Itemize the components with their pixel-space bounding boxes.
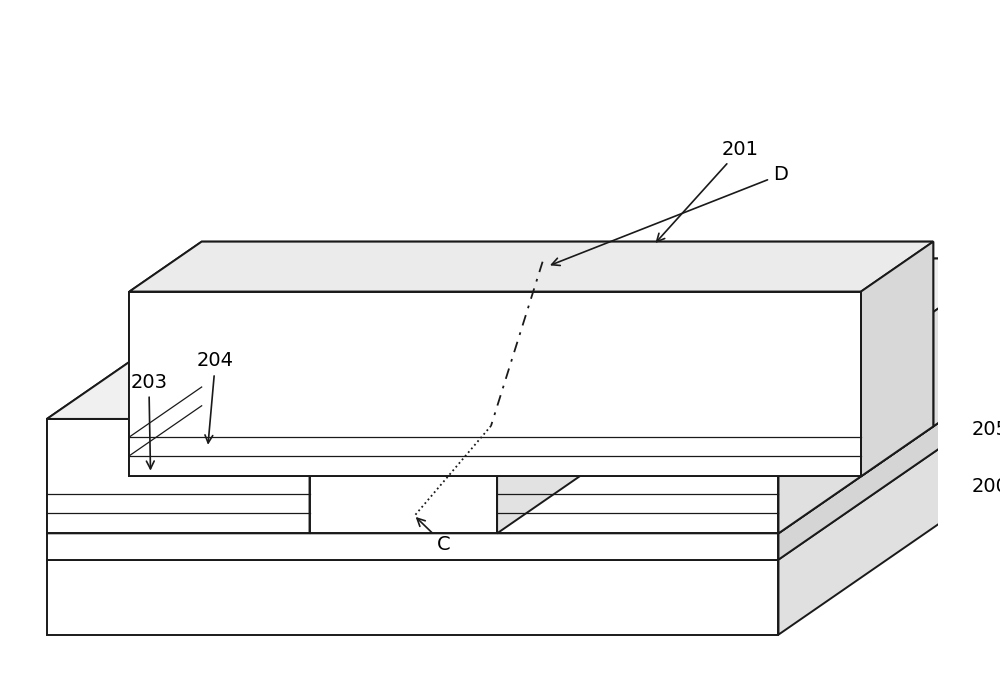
Polygon shape [861, 241, 933, 476]
Polygon shape [652, 259, 729, 426]
Polygon shape [310, 362, 580, 419]
Polygon shape [47, 259, 542, 419]
Polygon shape [47, 560, 778, 635]
Polygon shape [497, 362, 861, 419]
Polygon shape [202, 259, 542, 312]
Polygon shape [652, 259, 1000, 312]
Polygon shape [778, 399, 1000, 635]
Text: 205: 205 [0, 683, 1, 684]
Polygon shape [464, 312, 652, 426]
Polygon shape [129, 241, 933, 291]
Polygon shape [47, 419, 310, 534]
Polygon shape [861, 241, 933, 476]
Polygon shape [310, 419, 497, 534]
Polygon shape [778, 373, 1000, 560]
Polygon shape [47, 419, 310, 534]
Polygon shape [202, 312, 464, 426]
Polygon shape [310, 362, 392, 534]
Text: 204: 204 [197, 352, 234, 443]
Polygon shape [778, 362, 861, 534]
Text: 201: 201 [657, 140, 758, 241]
Polygon shape [933, 259, 1000, 426]
Polygon shape [464, 259, 542, 426]
Polygon shape [497, 362, 580, 534]
Polygon shape [310, 259, 729, 419]
Polygon shape [310, 259, 542, 534]
Text: D: D [552, 166, 788, 265]
Polygon shape [652, 312, 933, 426]
Polygon shape [47, 399, 1000, 560]
Polygon shape [129, 241, 933, 291]
Polygon shape [129, 291, 861, 476]
Polygon shape [310, 419, 497, 534]
Polygon shape [129, 291, 861, 476]
Polygon shape [47, 373, 1000, 534]
Text: C: C [417, 518, 451, 553]
Text: 200: 200 [971, 477, 1000, 496]
Polygon shape [497, 419, 778, 534]
Text: 205: 205 [971, 421, 1000, 439]
Polygon shape [497, 259, 729, 534]
Polygon shape [497, 259, 1000, 419]
Polygon shape [47, 534, 778, 560]
Polygon shape [497, 419, 778, 534]
Polygon shape [47, 362, 392, 419]
Text: 203: 203 [130, 373, 167, 469]
Polygon shape [464, 259, 729, 312]
Polygon shape [778, 259, 1000, 534]
